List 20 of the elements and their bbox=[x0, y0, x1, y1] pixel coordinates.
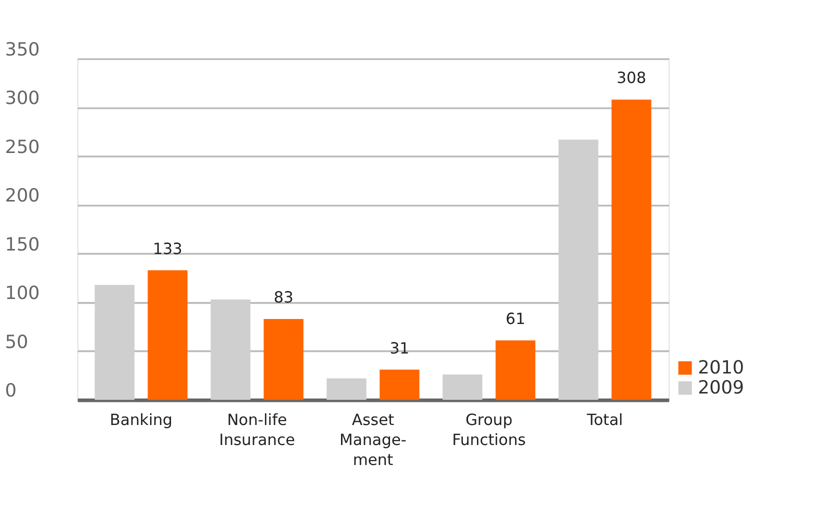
x-tick-label: Banking bbox=[110, 410, 172, 429]
x-tick-label: Asset Manage- ment bbox=[340, 410, 406, 469]
y-tick-label: 0 bbox=[5, 380, 17, 402]
y-tick-label: 50 bbox=[5, 332, 28, 353]
x-tick-label: Group Functions bbox=[452, 410, 526, 449]
y-tick-label: 200 bbox=[5, 186, 40, 207]
x-tick-label: Total bbox=[586, 410, 623, 429]
data-label: 31 bbox=[390, 339, 410, 358]
data-label: 83 bbox=[274, 288, 294, 307]
data-label: 308 bbox=[616, 69, 646, 88]
legend-label: 2010 bbox=[698, 357, 744, 378]
data-label: 133 bbox=[152, 240, 182, 258]
y-tick-label: 100 bbox=[5, 283, 40, 304]
y-tick-label: 300 bbox=[5, 88, 40, 110]
y-tick-label: 150 bbox=[5, 234, 40, 256]
y-tick-label: 250 bbox=[5, 136, 40, 158]
x-tick-label: Non-life Insurance bbox=[219, 410, 295, 449]
legend-label: 2009 bbox=[698, 377, 744, 398]
y-tick-label: 350 bbox=[5, 39, 40, 60]
data-label: 61 bbox=[506, 310, 526, 328]
